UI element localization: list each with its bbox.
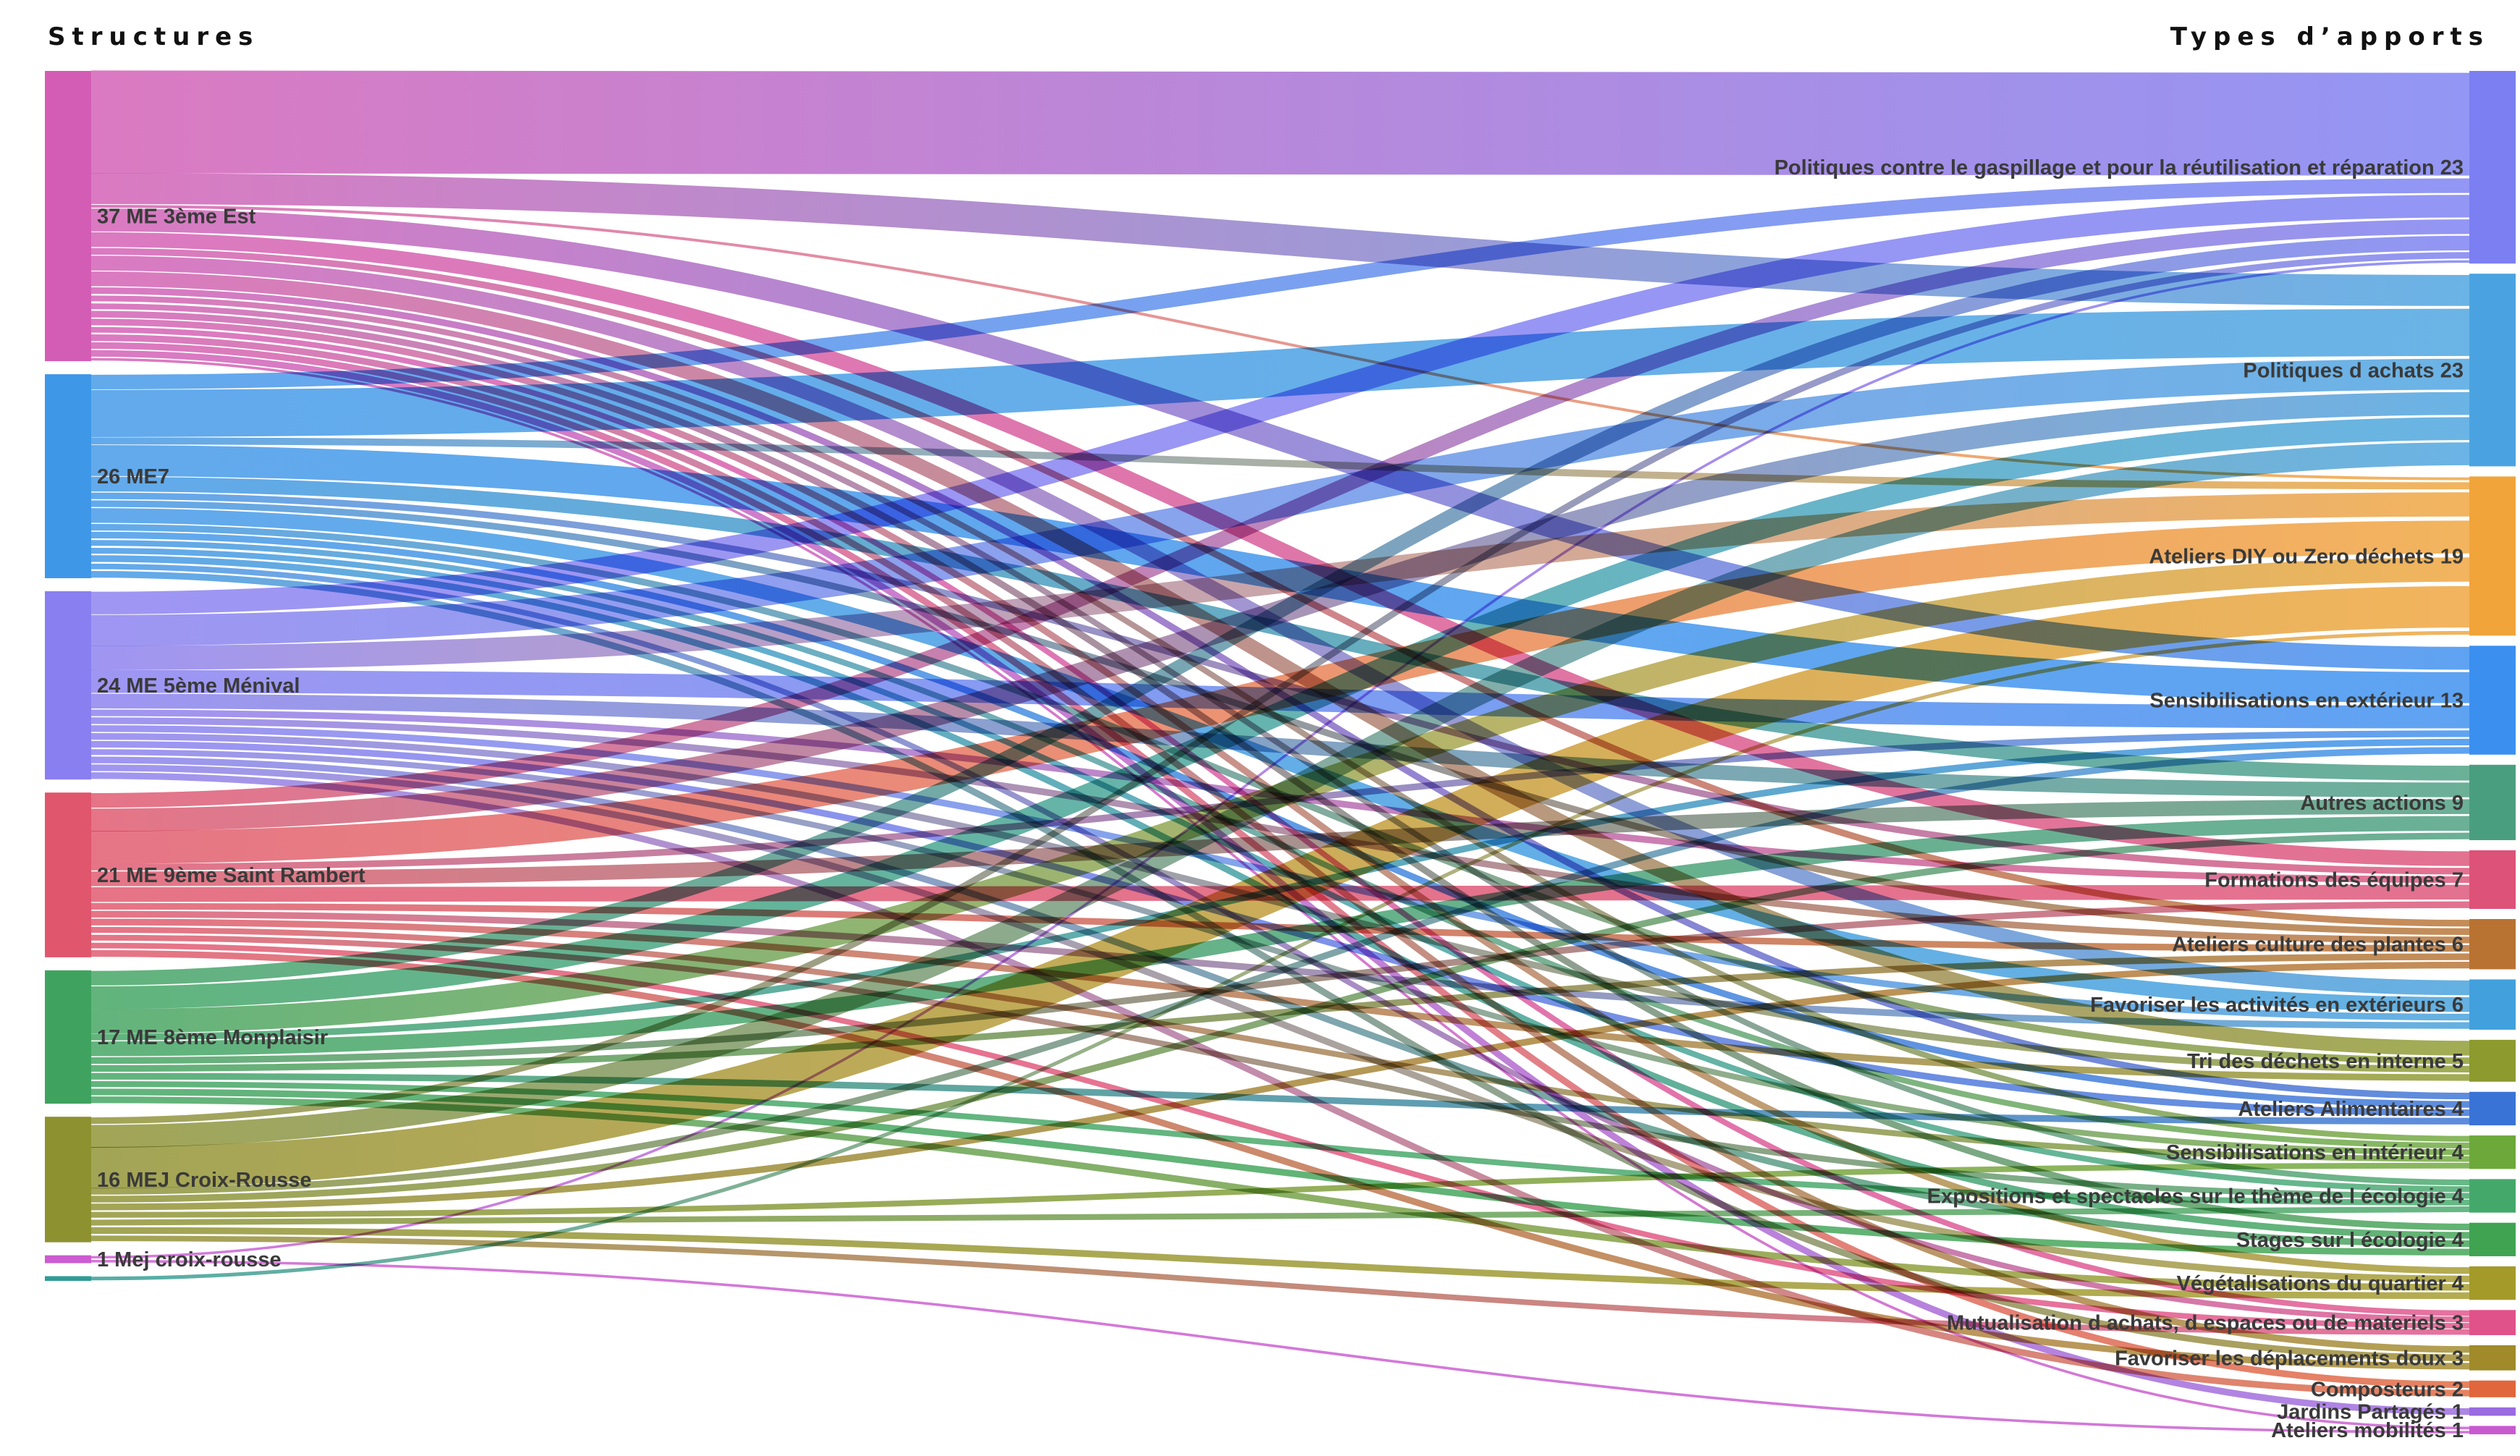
- source-node-s-croixrousse: [45, 1117, 91, 1243]
- link-s-menival-to-t-autres: [90, 693, 2470, 797]
- source-label-s-mej1: 1 Mej croix-rousse: [97, 1248, 282, 1271]
- link-s-me7-to-t-autres: [90, 476, 2470, 781]
- target-node-t-tri: [2469, 1039, 2516, 1082]
- target-node-t-autres: [2469, 764, 2516, 840]
- link-s-croixrousse-to-t-plantes: [90, 962, 2470, 1211]
- link-s-rambert-to-t-autres: [90, 799, 2470, 886]
- target-label-t-alim: Ateliers Alimentaires 4: [2238, 1098, 2464, 1121]
- target-label-t-sensiint: Sensibilisations en intérieur 4: [2166, 1141, 2464, 1164]
- link-s-monplaisir-to-t-achats: [90, 417, 2470, 1010]
- target-node-t-mobil: [2469, 1426, 2516, 1434]
- link-s-croixrousse-to-t-diy: [90, 585, 2470, 1189]
- source-node-s-rambert: [45, 792, 91, 957]
- source-node-s-menival: [45, 591, 91, 780]
- target-node-t-achats: [2469, 274, 2516, 467]
- link-s-menival-to-t-achats: [90, 358, 2470, 646]
- links-layer: [90, 70, 2470, 1434]
- link-s-croixrousse-to-t-sensiext: [90, 747, 2470, 1195]
- link-s-croixrousse-to-t-expo: [90, 1206, 2470, 1226]
- target-label-t-deplac: Favoriser les déplacements doux 3: [2115, 1347, 2464, 1370]
- target-node-t-alim: [2469, 1091, 2516, 1126]
- right-column-title: Types d’apports: [2170, 22, 2490, 51]
- link-s-menival-to-t-diy: [90, 492, 2470, 670]
- left-column-title: Structures: [48, 22, 259, 51]
- nodes-layer: [45, 71, 2516, 1434]
- link-s-unlabeled-to-t-diy: [90, 630, 2470, 1281]
- target-node-t-sensiint: [2469, 1135, 2516, 1169]
- source-label-s-me7: 26 ME7: [97, 465, 169, 488]
- link-s-menival-to-t-gaspi: [90, 195, 2470, 614]
- link-s-me7-to-t-diy: [90, 437, 2470, 490]
- link-s-me7-to-t-achats: [90, 308, 2470, 437]
- target-node-t-deplac: [2469, 1345, 2516, 1371]
- source-label-s-3est: 37 ME 3ème Est: [97, 206, 256, 229]
- source-label-s-menival: 24 ME 5ème Ménival: [97, 674, 300, 698]
- target-label-t-gaspi: Politiques contre le gaspillage et pour …: [1775, 156, 2464, 179]
- target-label-t-sensiext: Sensibilisations en extérieur 13: [2149, 690, 2464, 713]
- target-node-t-gaspi: [2469, 71, 2516, 264]
- target-node-t-formations: [2469, 850, 2516, 909]
- target-label-t-achats: Politiques d achats 23: [2243, 359, 2464, 382]
- source-node-s-me7: [45, 374, 91, 579]
- link-s-menival-to-t-plantes: [90, 717, 2470, 944]
- link-s-rambert-to-t-gaspi: [90, 219, 2470, 808]
- link-s-monplaisir-to-t-alim: [90, 1072, 2470, 1125]
- target-label-t-expo: Expositions et spectacles sur le thème d…: [1927, 1185, 2464, 1209]
- target-label-t-diy: Ateliers DIY ou Zero déchets 19: [2149, 545, 2464, 568]
- target-node-t-vegetal: [2469, 1266, 2516, 1300]
- link-s-3est-to-t-gaspi: [90, 70, 2470, 176]
- source-node-s-3est: [45, 71, 91, 362]
- target-node-t-jardins: [2469, 1407, 2516, 1416]
- source-node-s-monplaisir: [45, 970, 91, 1104]
- link-s-rambert-to-t-diy: [90, 520, 2470, 864]
- target-node-t-mutual: [2469, 1310, 2516, 1335]
- target-node-t-activext: [2469, 979, 2516, 1030]
- target-node-t-sensiext: [2469, 646, 2516, 755]
- source-node-s-unlabeled: [45, 1276, 91, 1281]
- target-label-t-tri: Tri des déchets en interne 5: [2187, 1050, 2464, 1073]
- target-label-t-jardins: Jardins Partagés 1: [2277, 1401, 2464, 1424]
- target-label-t-mutual: Mutualisation d achats, d espaces ou de …: [1947, 1312, 2464, 1335]
- link-s-monplaisir-to-t-formations: [90, 901, 2470, 1065]
- link-s-me7-to-t-gaspi: [90, 178, 2470, 390]
- target-label-t-stages: Stages sur l écologie 4: [2236, 1229, 2464, 1252]
- target-label-t-formations: Formations des équipes 7: [2204, 868, 2464, 892]
- link-s-croixrousse-to-t-mutual: [90, 1235, 2470, 1335]
- target-node-t-diy: [2469, 476, 2516, 636]
- link-s-mej1-to-t-gaspi: [90, 260, 2470, 1259]
- link-s-mej1-to-t-mobil: [90, 1259, 2470, 1434]
- link-s-croixrousse-to-t-autres: [90, 832, 2470, 1203]
- source-label-s-croixrousse: 16 MEJ Croix-Rousse: [97, 1169, 312, 1192]
- source-label-s-rambert: 21 ME 9ème Saint Rambert: [97, 864, 365, 887]
- link-s-rambert-to-t-sensiint: [90, 926, 2470, 1162]
- target-label-t-compost: Composteurs 2: [2311, 1378, 2464, 1401]
- link-s-croixrousse-to-t-vegetal: [90, 1227, 2470, 1300]
- labels-layer: 37 ME 3ème Est 26 ME7 24 ME 5ème Ménival 21…: [97, 156, 2464, 1442]
- target-label-t-plantes: Ateliers culture des plantes 6: [2172, 934, 2464, 957]
- source-label-s-monplaisir: 17 ME 8ème Monplaisir: [97, 1026, 328, 1049]
- link-s-monplaisir-to-t-plantes: [90, 953, 2470, 1072]
- target-node-t-plantes: [2469, 919, 2516, 970]
- link-s-croixrousse-to-t-gaspi: [90, 252, 2470, 1125]
- link-s-croixrousse-to-t-achats: [90, 442, 2470, 1148]
- target-node-t-expo: [2469, 1179, 2516, 1213]
- link-s-monplaisir-to-t-autres: [90, 816, 2470, 1057]
- link-s-menival-to-t-sensiint: [90, 749, 2470, 1156]
- target-label-t-vegetal: Végétalisations du quartier 4: [2177, 1272, 2464, 1295]
- target-label-t-autres: Autres actions 9: [2300, 792, 2464, 815]
- target-label-t-mobil: Ateliers mobilités 1: [2271, 1419, 2464, 1442]
- link-s-monplaisir-to-t-gaspi: [90, 235, 2470, 986]
- source-node-s-mej1: [45, 1255, 91, 1264]
- target-label-t-activext: Favoriser les activités en extérieurs 6: [2090, 994, 2464, 1017]
- target-node-t-compost: [2469, 1380, 2516, 1397]
- link-s-rambert-to-t-plantes: [90, 902, 2470, 952]
- target-node-t-stages: [2469, 1222, 2516, 1256]
- link-s-croixrousse-to-t-sensiint: [90, 1162, 2470, 1218]
